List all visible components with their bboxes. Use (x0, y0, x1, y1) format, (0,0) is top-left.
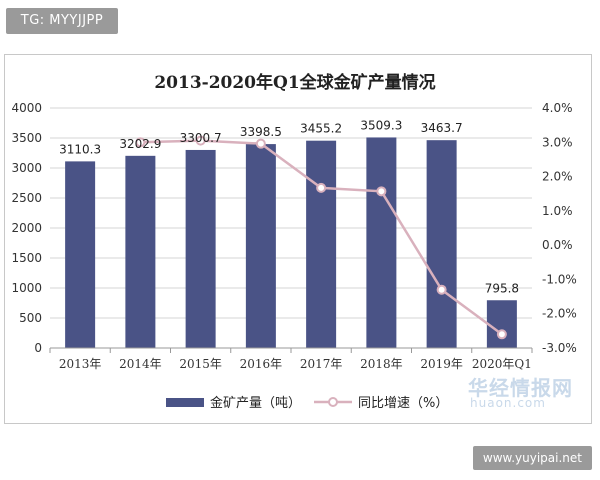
x-tick-label: 2016年 (240, 357, 283, 371)
x-tick-label: 2013年 (59, 357, 102, 371)
x-tick-label: 2018年 (360, 357, 403, 371)
growth-point (316, 182, 327, 193)
y-right-tick-label: 4.0% (542, 101, 573, 115)
legend-bar-label: 金矿产量（吨） (210, 395, 301, 411)
bar (306, 140, 337, 348)
bar-value-label: 3300.7 (180, 131, 222, 145)
bar-value-label: 795.8 (485, 281, 519, 295)
watermark-logo-cn: 华经情报网 (468, 376, 573, 400)
y-left-tick-label: 3000 (11, 161, 42, 175)
axes: 2013-2020年Q1全球金矿产量情况 0 500 1000 1500 2000 2500… (11, 72, 576, 371)
bar-value-label: 3509.3 (360, 118, 402, 132)
y-right-tick-label: 1.0% (542, 204, 573, 218)
y-left-tick-label: 4000 (11, 101, 42, 115)
legend-bar-swatch (166, 398, 204, 407)
watermark-logo-en: huaon.com (470, 396, 546, 410)
y-left-tick-label: 2500 (11, 191, 42, 205)
growth-point (376, 186, 387, 197)
bar-value-label: 3110.3 (59, 142, 101, 156)
y-right-tick-label: 2.0% (542, 170, 573, 184)
legend: 金矿产量（吨） 同比增速（%） (166, 395, 448, 411)
bar (366, 137, 397, 348)
legend-line-label: 同比增速（%） (358, 396, 448, 411)
y-right-tick-label: 0.0% (542, 238, 573, 252)
watermark-footer: www.yuyipai.net (472, 446, 592, 470)
x-tick-label: 2019年 (420, 357, 463, 371)
chart-title: 2013-2020年Q1全球金矿产量情况 (154, 72, 435, 93)
y-left-tick-label: 2000 (11, 221, 42, 235)
watermark-badge: TG: MYYJJPP (6, 8, 118, 34)
bar-value-label: 3398.5 (240, 125, 282, 139)
y-left-tick-label: 1500 (11, 251, 42, 265)
data-labels: 3110.3 3202.9 3300.7 3398.5 3455.2 3509.3 3463… (59, 118, 519, 295)
y-left-tick-label: 500 (19, 311, 42, 325)
y-left-tick-label: 3500 (11, 131, 42, 145)
chart-frame (4, 54, 592, 424)
bar (65, 161, 96, 348)
y-right-tick-label: -1.0% (542, 272, 577, 286)
legend-line-marker (328, 397, 338, 407)
bar (185, 149, 216, 348)
y-right-tick-label: -3.0% (542, 341, 577, 355)
bar-value-label: 3202.9 (119, 137, 161, 151)
growth-point (135, 137, 146, 148)
bar (125, 155, 156, 348)
x-tick-label: 2017年 (300, 357, 343, 371)
growth-point (436, 284, 447, 295)
y-left-tick-label: 1000 (11, 281, 42, 295)
growth-point (496, 329, 507, 340)
growth-point (255, 138, 266, 149)
growth-point (195, 135, 206, 146)
x-tick-label: 2015年 (179, 357, 222, 371)
x-tick-label: 2020年Q1 (472, 357, 532, 371)
line-series (135, 135, 507, 340)
bar (245, 144, 276, 348)
y-left-tick-label: 0 (34, 341, 42, 355)
bar-series (65, 137, 517, 348)
bar-value-label: 3455.2 (300, 122, 342, 136)
y-right-tick-label: -2.0% (542, 307, 577, 321)
bar-value-label: 3463.7 (421, 121, 463, 135)
x-tick-label: 2014年 (119, 357, 162, 371)
bar (486, 300, 517, 348)
bar (426, 140, 457, 348)
y-right-tick-label: 3.0% (542, 135, 573, 149)
